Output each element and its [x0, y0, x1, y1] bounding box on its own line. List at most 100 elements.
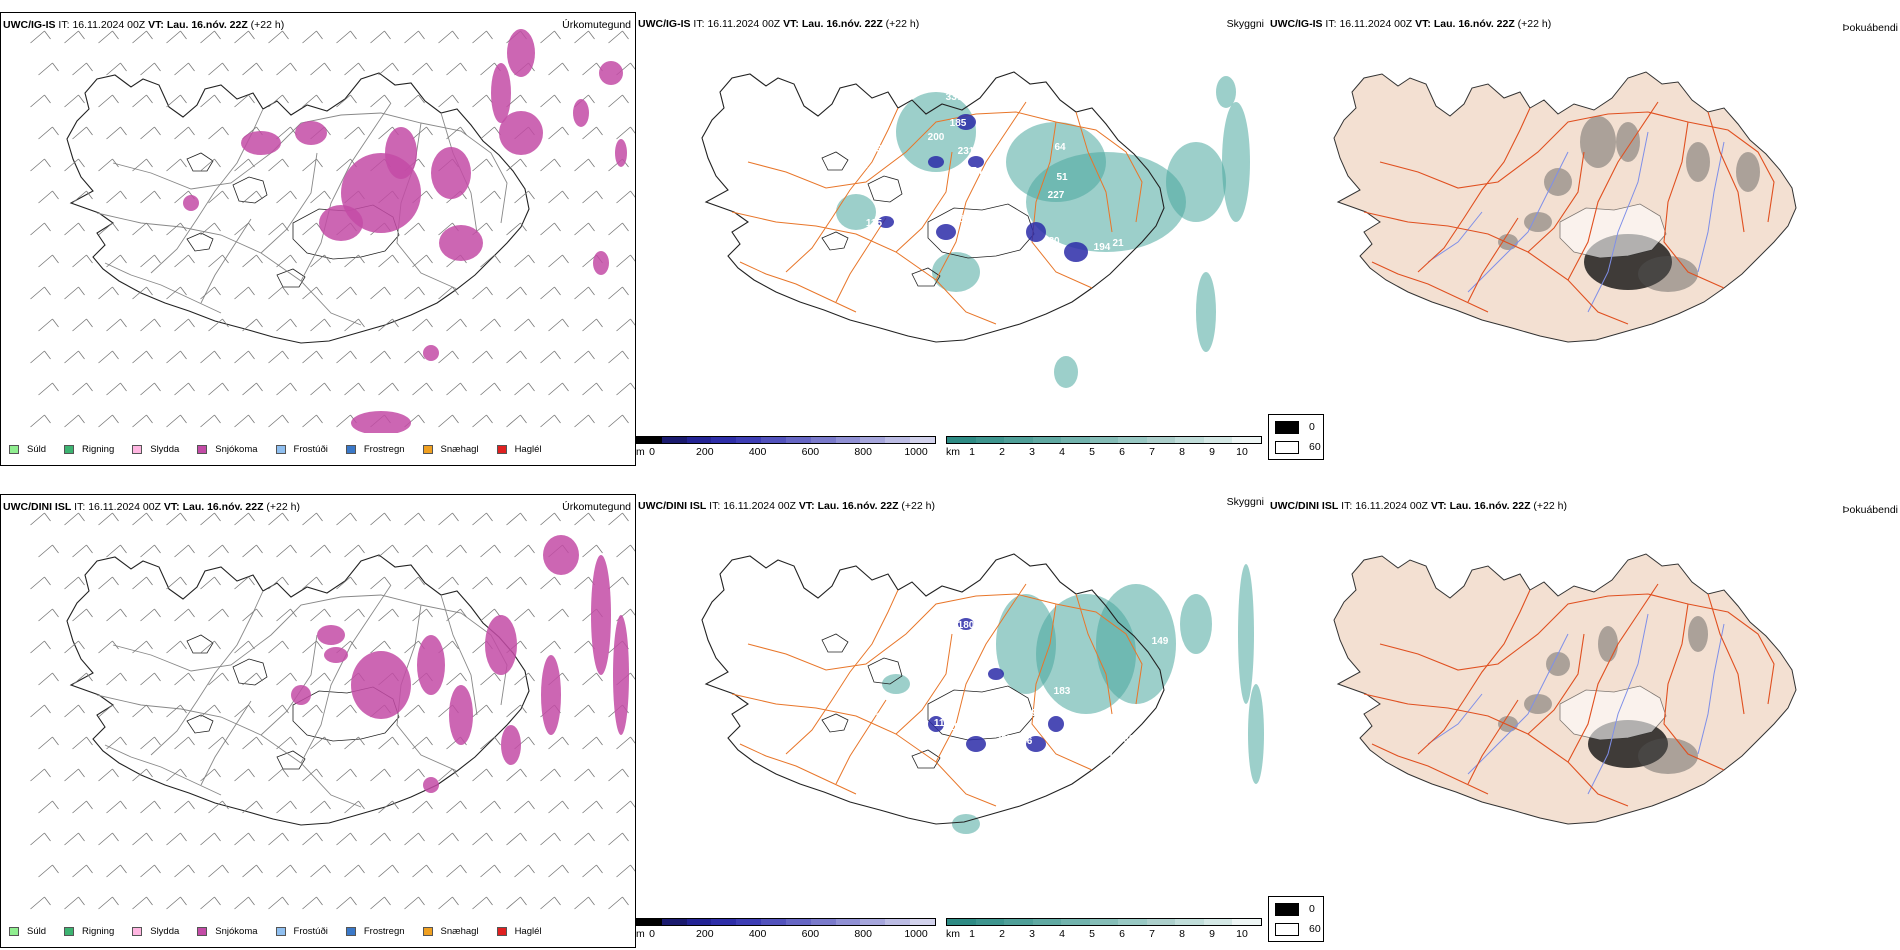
wind-barb [268, 222, 289, 236]
colorbar-tick: 6 [1119, 446, 1125, 458]
wind-barb [370, 832, 391, 846]
wind-barb [242, 190, 263, 204]
wind-barb [582, 800, 603, 814]
legend-swatch [197, 445, 208, 454]
wind-barb [370, 576, 391, 590]
wind-barb [166, 704, 187, 718]
legend-item: Snjókoma [197, 444, 258, 455]
colorbar-segment [661, 437, 687, 443]
road-line [1567, 101, 1659, 281]
river-line [1587, 613, 1649, 795]
wind-barb [514, 800, 535, 814]
road-line [1075, 111, 1113, 233]
colorbar-segment [1203, 919, 1233, 925]
wind-barb [38, 544, 59, 558]
legend-label: Snæhagl [440, 926, 479, 937]
wind-barb [540, 222, 561, 236]
wind-barb [268, 704, 289, 718]
wind-barb [480, 672, 501, 686]
fog-map [1333, 553, 1797, 825]
snow-area [324, 647, 348, 663]
road-line [112, 594, 508, 706]
colorbar-unit: km [946, 446, 960, 458]
wind-barb [38, 318, 59, 332]
wind-barb [514, 672, 535, 686]
wind-barb [514, 190, 535, 204]
wind-barb [208, 544, 229, 558]
wind-barb [574, 896, 595, 910]
panel-title: Skyggni [1226, 18, 1264, 30]
wind-barb [506, 576, 527, 590]
wind-barb [310, 800, 331, 814]
wind-barb [268, 768, 289, 782]
wind-barb [446, 800, 467, 814]
wind-barb [506, 768, 527, 782]
panel-header: UWC/IG-IS IT: 16.11.2024 00Z VT: Lau. 16… [3, 19, 285, 31]
wind-barb [472, 768, 493, 782]
wind-barb [174, 800, 195, 814]
wind-barb [174, 62, 195, 76]
wind-barb [548, 864, 569, 878]
road-line [112, 112, 508, 224]
wind-barb [480, 190, 501, 204]
wind-barb [344, 382, 365, 396]
ceiling-label: 36 [876, 144, 888, 155]
road-line [1567, 583, 1659, 763]
wind-barb [344, 544, 365, 558]
snow-area [351, 651, 411, 719]
wind-barb [200, 286, 221, 300]
snow-area [593, 251, 609, 275]
wind-barb [98, 286, 119, 300]
visibility-area [1026, 152, 1186, 252]
wind-barb [302, 704, 323, 718]
wind-barb [404, 768, 425, 782]
wind-barb [574, 30, 595, 44]
wind-barb [174, 736, 195, 750]
wind-barb [174, 126, 195, 140]
colorbar-tick: 8 [1179, 928, 1185, 940]
wind-barb [72, 62, 93, 76]
wind-barb [234, 158, 255, 172]
colorbar-tick: 9 [1209, 928, 1215, 940]
snow-area [439, 225, 483, 261]
wind-barb [64, 640, 85, 654]
wind-barb [548, 736, 569, 750]
wind-barb [438, 350, 459, 364]
wind-barb [480, 382, 501, 396]
colorbar-segment [1146, 437, 1176, 443]
glacier-outline [867, 175, 903, 203]
colorbar-segment [1089, 919, 1119, 925]
ceiling-label: 185 [950, 118, 967, 129]
wind-barb [336, 576, 357, 590]
colorbar-segment [885, 919, 911, 925]
wind-barb [174, 544, 195, 558]
glacier-outline [186, 232, 214, 252]
ceiling-label: 10 [966, 718, 978, 729]
legend-item: Rigning [64, 926, 114, 937]
wind-barb [30, 640, 51, 654]
colorbar-segment [711, 437, 737, 443]
colorbar-tick: 5 [1089, 928, 1095, 940]
road-line [1075, 593, 1113, 715]
wind-barb [506, 414, 527, 428]
visibility-area [836, 194, 876, 230]
wind-barb [208, 190, 229, 204]
ceiling-label: 318 [946, 606, 963, 617]
wind-barb [200, 832, 221, 846]
wind-barb [582, 544, 603, 558]
wind-barb [302, 286, 323, 300]
wind-barb [140, 864, 161, 878]
road-line [1371, 743, 1489, 795]
road-line [1031, 121, 1093, 289]
wind-barb [234, 414, 255, 428]
wind-barb [574, 704, 595, 718]
wind-barb [404, 222, 425, 236]
glacier-outline [821, 713, 849, 733]
wind-barb [268, 576, 289, 590]
road-line [1663, 603, 1725, 771]
wind-barb [132, 94, 153, 108]
colorbar-tick: 2 [999, 446, 1005, 458]
wind-barb [276, 254, 297, 268]
colorbar-segment [785, 919, 811, 925]
wind-barb [514, 382, 535, 396]
